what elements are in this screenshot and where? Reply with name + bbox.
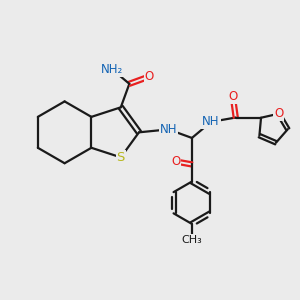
Text: CH₃: CH₃ bbox=[182, 235, 202, 245]
Text: NH: NH bbox=[202, 116, 220, 128]
Text: O: O bbox=[145, 70, 154, 83]
Text: O: O bbox=[274, 107, 283, 120]
Text: S: S bbox=[117, 151, 125, 164]
Text: O: O bbox=[171, 155, 180, 168]
Text: O: O bbox=[228, 90, 237, 103]
Text: NH: NH bbox=[160, 123, 177, 136]
Text: NH₂: NH₂ bbox=[101, 63, 124, 76]
